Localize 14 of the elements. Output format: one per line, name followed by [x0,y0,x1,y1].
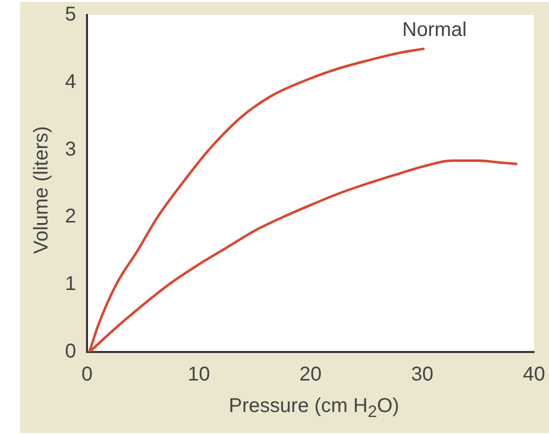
y-axis-title: Volume (liters) [30,126,54,254]
y-tick-label: 0 [65,340,76,363]
y-tick-label: 4 [65,70,76,93]
x-tick-label: 0 [82,364,93,386]
x-axis-title: Pressure (cm H$_{2}$O) [228,395,400,422]
y-tick-label: 2 [65,206,76,228]
y-tick-label: 3 [65,138,76,160]
x-tick-label: 40 [522,364,546,386]
y-tick-label: 1 [65,273,76,296]
x-tick-label: 30 [411,364,434,386]
y-tick-label: 5 [65,4,76,26]
x-tick-label: 20 [299,364,322,386]
x-tick-label: 10 [188,364,210,386]
series-label: Normal [402,19,467,42]
